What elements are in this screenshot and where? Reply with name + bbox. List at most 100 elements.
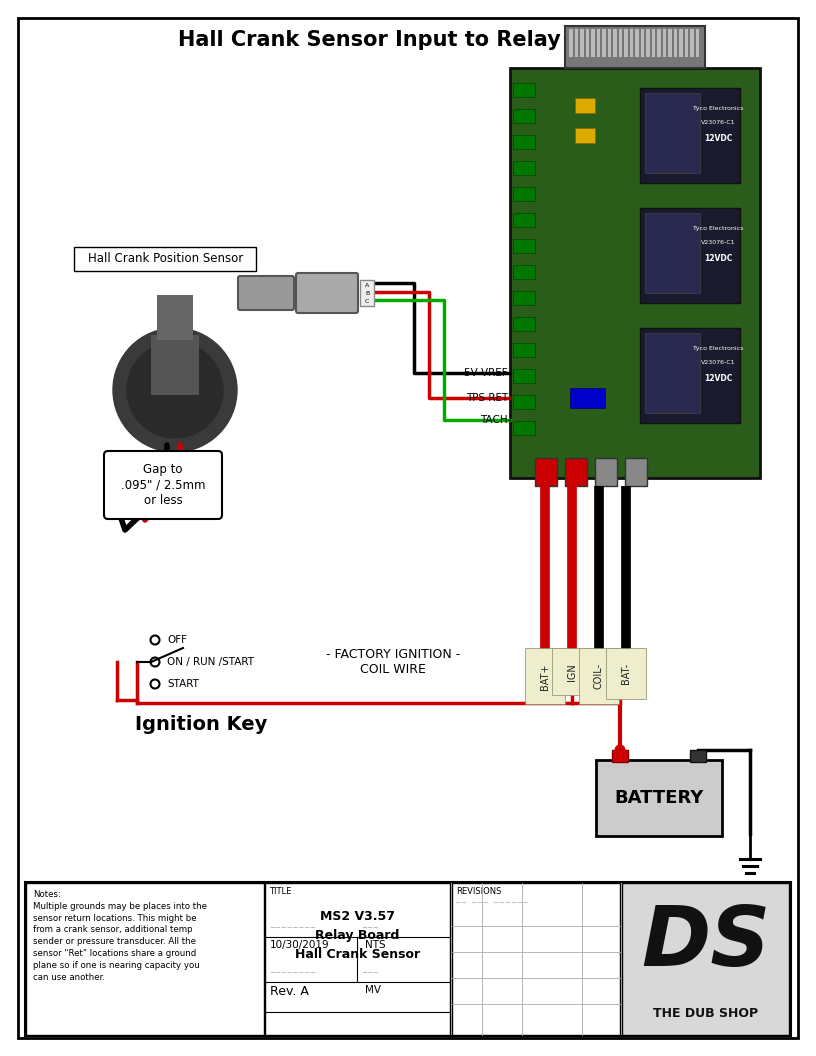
Text: REVISIONS: REVISIONS xyxy=(456,887,501,895)
Text: V23076-C1: V23076-C1 xyxy=(701,360,735,365)
Bar xyxy=(635,29,638,57)
Circle shape xyxy=(150,679,159,689)
Bar xyxy=(513,83,535,97)
Bar xyxy=(565,458,587,486)
Text: Tyco Electronics: Tyco Electronics xyxy=(693,226,743,231)
Bar xyxy=(668,29,672,57)
Circle shape xyxy=(150,658,159,666)
Text: MV: MV xyxy=(365,985,381,995)
Bar xyxy=(602,29,605,57)
Bar xyxy=(596,29,600,57)
Bar xyxy=(535,458,557,486)
Bar xyxy=(679,29,682,57)
Bar xyxy=(570,388,605,408)
Text: TITLE: TITLE xyxy=(269,887,291,895)
Bar xyxy=(591,29,595,57)
Bar xyxy=(565,26,705,68)
Bar xyxy=(607,29,611,57)
Text: OFF: OFF xyxy=(167,635,187,645)
Text: DS: DS xyxy=(641,902,770,983)
FancyBboxPatch shape xyxy=(596,760,722,836)
Bar xyxy=(690,750,706,762)
Bar xyxy=(690,29,694,57)
Circle shape xyxy=(127,342,223,438)
Bar xyxy=(513,291,535,305)
Text: Hall Crank Sensor Input to Relay Board: Hall Crank Sensor Input to Relay Board xyxy=(178,30,638,50)
Text: BATTERY: BATTERY xyxy=(614,789,703,807)
Circle shape xyxy=(113,328,237,452)
Text: START: START xyxy=(167,679,199,689)
Bar xyxy=(513,369,535,383)
Bar xyxy=(640,208,740,303)
Text: Tyco Electronics: Tyco Electronics xyxy=(693,346,743,351)
Text: ~~~: ~~~ xyxy=(361,970,379,976)
Bar xyxy=(513,421,535,435)
Bar xyxy=(513,109,535,122)
Text: C: C xyxy=(365,299,369,304)
Text: Gap to
.095" / 2.5mm
or less: Gap to .095" / 2.5mm or less xyxy=(121,464,206,507)
Bar xyxy=(645,333,700,413)
Bar xyxy=(580,29,583,57)
Text: MS2 V3.57
Relay Board
Hall Crank Sensor: MS2 V3.57 Relay Board Hall Crank Sensor xyxy=(295,910,420,961)
Bar xyxy=(569,29,573,57)
Text: BAT-: BAT- xyxy=(621,663,631,684)
Bar xyxy=(513,395,535,409)
Text: BAT+: BAT+ xyxy=(540,663,550,690)
Bar xyxy=(510,68,760,478)
Text: ~~  ~~~  ~~~~~~: ~~ ~~~ ~~~~~~ xyxy=(455,900,529,906)
Bar xyxy=(641,29,644,57)
Bar xyxy=(595,458,617,486)
Bar xyxy=(513,239,535,253)
Bar xyxy=(452,883,620,1035)
Bar xyxy=(513,187,535,201)
Bar xyxy=(360,280,374,306)
Circle shape xyxy=(150,636,159,644)
FancyBboxPatch shape xyxy=(238,276,294,310)
Bar xyxy=(646,29,650,57)
Bar xyxy=(612,750,628,762)
Bar xyxy=(157,295,193,340)
Bar xyxy=(513,343,535,357)
Bar xyxy=(586,29,589,57)
Text: Notes:
Multiple grounds may be places into the
sensor return locations. This mig: Notes: Multiple grounds may be places in… xyxy=(33,890,207,982)
Text: 10/30/2019: 10/30/2019 xyxy=(270,940,330,950)
Text: - FACTORY IGNITION -
COIL WIRE: - FACTORY IGNITION - COIL WIRE xyxy=(326,648,460,676)
Bar xyxy=(695,29,699,57)
Bar xyxy=(575,128,595,143)
Bar xyxy=(645,213,700,293)
Text: B: B xyxy=(365,291,369,296)
Bar xyxy=(265,883,450,1035)
Bar xyxy=(651,29,655,57)
Text: TPS RET: TPS RET xyxy=(466,393,508,403)
Text: ~~~~~~~~: ~~~~~~~~ xyxy=(269,925,316,931)
Text: V23076-C1: V23076-C1 xyxy=(701,240,735,245)
Bar xyxy=(513,135,535,149)
Bar xyxy=(574,29,578,57)
Circle shape xyxy=(614,744,626,755)
Text: TACH: TACH xyxy=(481,415,508,425)
Text: ON / RUN /START: ON / RUN /START xyxy=(167,657,254,667)
Bar xyxy=(513,265,535,279)
Text: Tyco Electronics: Tyco Electronics xyxy=(693,106,743,111)
Text: IGN: IGN xyxy=(567,663,577,681)
Text: 12VDC: 12VDC xyxy=(704,254,732,263)
Bar xyxy=(622,883,789,1035)
Bar xyxy=(151,335,199,395)
Bar xyxy=(513,317,535,331)
Bar xyxy=(26,883,264,1035)
Text: Ignition Key: Ignition Key xyxy=(135,715,268,734)
Bar xyxy=(673,29,677,57)
Text: COIL-: COIL- xyxy=(594,663,604,690)
Bar xyxy=(513,213,535,227)
Bar xyxy=(624,29,628,57)
Bar xyxy=(645,93,700,173)
Text: Rev. A: Rev. A xyxy=(270,985,309,998)
Bar xyxy=(575,98,595,113)
FancyBboxPatch shape xyxy=(296,274,358,313)
Bar xyxy=(663,29,666,57)
Text: ~~~~~~~~: ~~~~~~~~ xyxy=(269,970,316,976)
Bar xyxy=(685,29,688,57)
Bar xyxy=(625,458,647,486)
FancyBboxPatch shape xyxy=(104,451,222,518)
Text: Hall Crank Position Sensor: Hall Crank Position Sensor xyxy=(88,252,244,265)
